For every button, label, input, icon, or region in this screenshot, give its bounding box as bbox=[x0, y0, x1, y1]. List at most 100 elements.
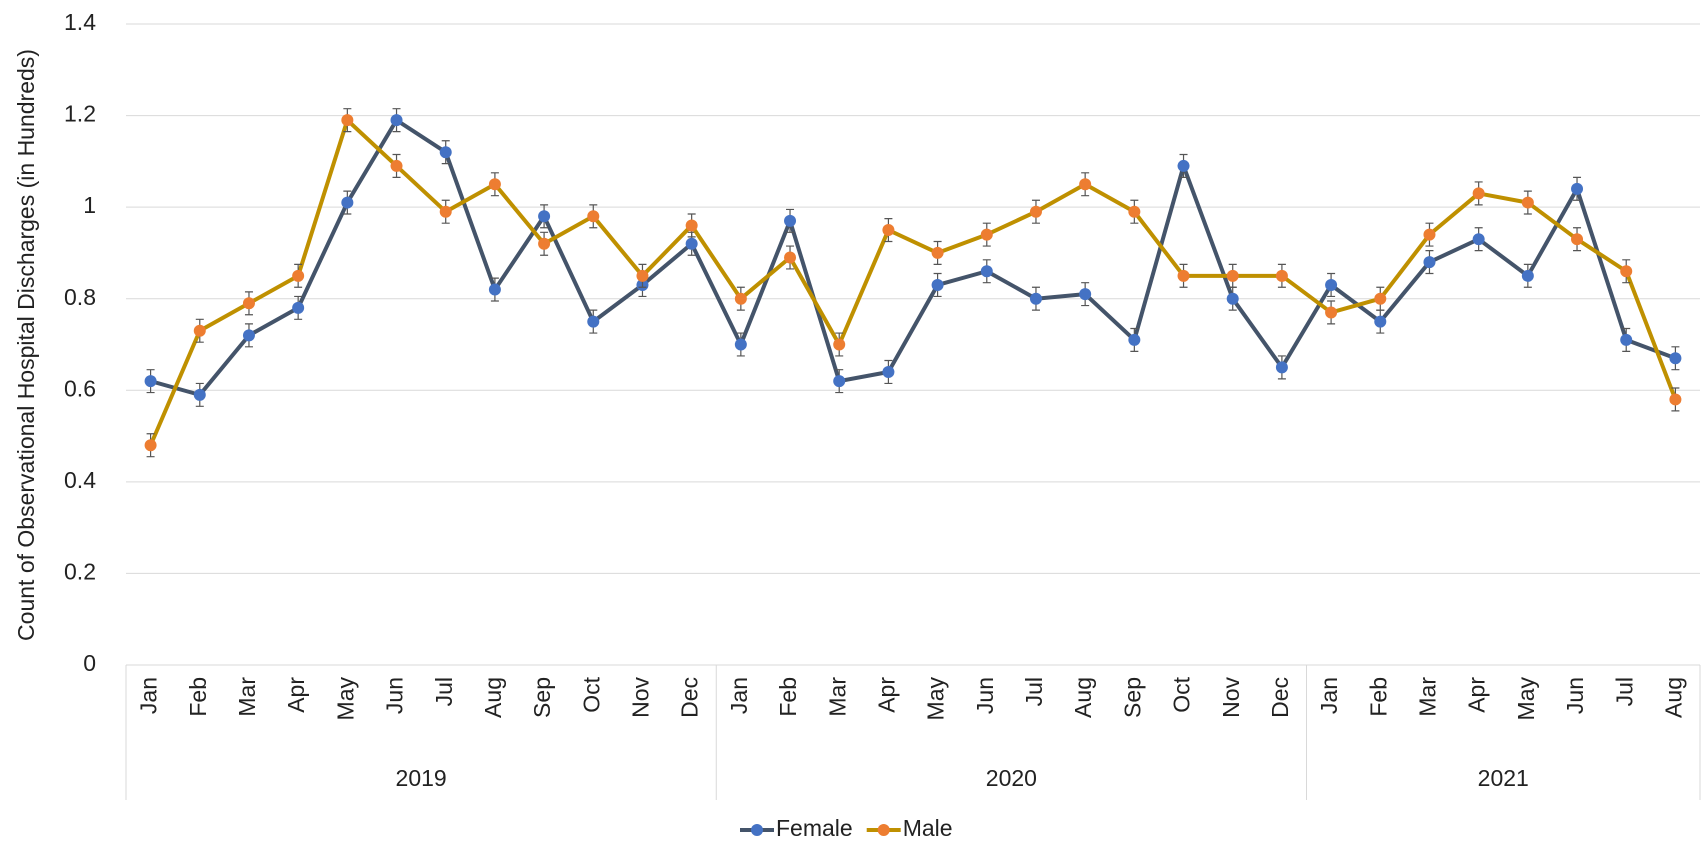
data-point bbox=[193, 388, 206, 401]
data-point bbox=[390, 159, 403, 172]
data-point bbox=[931, 278, 944, 291]
data-point bbox=[1325, 306, 1338, 319]
y-tick-label: 0.2 bbox=[64, 559, 96, 585]
x-tick-label: Aug bbox=[1660, 677, 1686, 718]
data-point bbox=[980, 265, 993, 278]
data-point bbox=[784, 214, 797, 227]
data-point bbox=[1029, 292, 1042, 305]
x-tick-label: Nov bbox=[628, 677, 654, 718]
data-point bbox=[784, 251, 797, 264]
x-tick-label: Jul bbox=[1021, 677, 1047, 706]
data-point bbox=[341, 196, 354, 209]
data-point bbox=[390, 114, 403, 127]
series-line bbox=[148, 118, 1678, 447]
x-tick-label: Mar bbox=[1415, 677, 1441, 717]
data-point bbox=[242, 297, 255, 310]
y-axis-title: Count of Observational Hospital Discharg… bbox=[13, 49, 39, 641]
data-point bbox=[1275, 269, 1288, 282]
data-point bbox=[1620, 333, 1633, 346]
data-point bbox=[1226, 269, 1239, 282]
data-point bbox=[931, 246, 944, 259]
data-point bbox=[144, 375, 157, 388]
group-label: 2020 bbox=[986, 765, 1037, 791]
data-point bbox=[636, 269, 649, 282]
data-point bbox=[341, 114, 354, 127]
x-tick-label: Nov bbox=[1218, 677, 1244, 718]
x-tick-label: May bbox=[923, 677, 949, 721]
x-tick-label: Jul bbox=[1611, 677, 1637, 706]
data-point bbox=[1571, 233, 1584, 246]
data-point bbox=[1423, 228, 1436, 241]
y-tick-label: 1.4 bbox=[64, 9, 96, 35]
data-point bbox=[1177, 159, 1190, 172]
data-point bbox=[685, 219, 698, 232]
data-point bbox=[833, 375, 846, 388]
x-tick-label: Feb bbox=[775, 677, 801, 717]
data-point bbox=[1472, 233, 1485, 246]
y-tick-label: 0.8 bbox=[64, 284, 96, 310]
data-point bbox=[1472, 187, 1485, 200]
x-tick-label: Feb bbox=[1365, 677, 1391, 717]
x-tick-label: Feb bbox=[185, 677, 211, 717]
data-point bbox=[538, 237, 551, 250]
data-point bbox=[1029, 205, 1042, 218]
data-point bbox=[1079, 178, 1092, 191]
x-tick-label: Jul bbox=[431, 677, 457, 706]
x-tick-label: Aug bbox=[1070, 677, 1096, 718]
data-point bbox=[980, 228, 993, 241]
x-tick-label: May bbox=[332, 677, 358, 721]
x-tick-label: Sep bbox=[529, 677, 555, 718]
data-point bbox=[1128, 205, 1141, 218]
x-tick-label: Jun bbox=[382, 677, 408, 714]
data-point bbox=[292, 269, 305, 282]
y-tick-label: 0.4 bbox=[64, 467, 96, 493]
x-tick-label: Mar bbox=[824, 677, 850, 717]
x-tick-label: Oct bbox=[578, 676, 604, 712]
data-point bbox=[833, 338, 846, 351]
legend-marker bbox=[751, 824, 763, 836]
data-point bbox=[292, 301, 305, 314]
data-point bbox=[1669, 352, 1682, 365]
data-point bbox=[1177, 269, 1190, 282]
y-tick-label: 1.2 bbox=[64, 101, 96, 127]
x-tick-label: Oct bbox=[1169, 676, 1195, 712]
data-point bbox=[1423, 256, 1436, 269]
data-point bbox=[685, 237, 698, 250]
data-point bbox=[1275, 361, 1288, 374]
data-point bbox=[1521, 196, 1534, 209]
x-tick-label: Sep bbox=[1119, 677, 1145, 718]
data-point bbox=[1226, 292, 1239, 305]
data-point bbox=[882, 224, 895, 237]
legend-label: Female bbox=[776, 815, 853, 841]
data-point bbox=[1374, 292, 1387, 305]
legend-label: Male bbox=[903, 815, 953, 841]
x-tick-label: Apr bbox=[283, 677, 309, 713]
data-point bbox=[439, 146, 452, 159]
data-point bbox=[1079, 288, 1092, 301]
data-point bbox=[193, 324, 206, 337]
x-tick-label: Apr bbox=[1464, 677, 1490, 713]
data-point bbox=[488, 178, 501, 191]
x-tick-label: Dec bbox=[677, 677, 703, 718]
x-tick-label: Aug bbox=[480, 677, 506, 718]
x-tick-label: Jun bbox=[1562, 677, 1588, 714]
group-label: 2021 bbox=[1478, 765, 1529, 791]
data-point bbox=[587, 315, 600, 328]
group-label: 2019 bbox=[396, 765, 447, 791]
data-point bbox=[144, 439, 157, 452]
data-point bbox=[242, 329, 255, 342]
y-tick-label: 1 bbox=[83, 192, 96, 218]
data-point bbox=[734, 338, 747, 351]
data-point bbox=[1620, 265, 1633, 278]
data-point bbox=[734, 292, 747, 305]
x-tick-label: Apr bbox=[873, 677, 899, 713]
y-tick-label: 0 bbox=[83, 650, 96, 676]
x-tick-label: Mar bbox=[234, 677, 260, 717]
x-tick-label: Jan bbox=[136, 677, 162, 714]
data-point bbox=[488, 283, 501, 296]
x-tick-label: Jan bbox=[726, 677, 752, 714]
x-tick-label: May bbox=[1513, 677, 1539, 721]
data-point bbox=[1571, 182, 1584, 195]
x-tick-label: Jan bbox=[1316, 677, 1342, 714]
